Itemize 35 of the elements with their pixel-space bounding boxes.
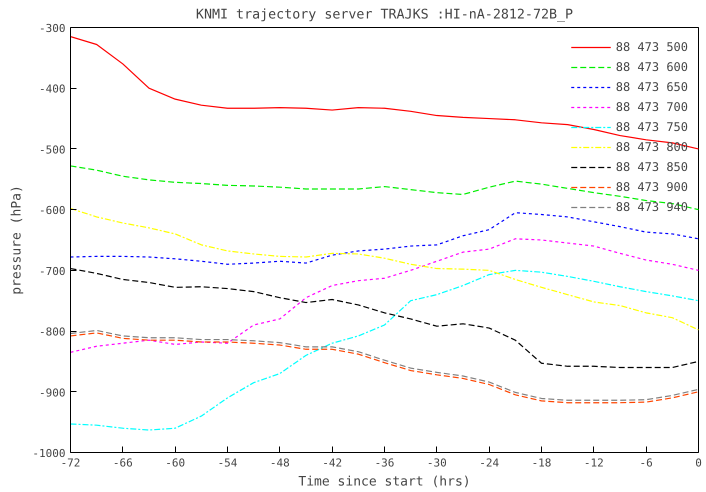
- x-tick-label: -30: [426, 456, 447, 470]
- y-axis-title: pressure (hPa): [9, 185, 24, 295]
- legend-label: 88 473 750: [616, 120, 688, 134]
- line-series: [70, 270, 698, 431]
- x-axis-title: Time since start (hrs): [298, 474, 471, 490]
- line-series: [70, 238, 698, 353]
- legend-label: 88 473 650: [616, 80, 688, 94]
- line-series: [70, 36, 698, 150]
- line-series: [70, 212, 698, 265]
- y-tick-label: -300: [39, 22, 66, 35]
- y-tick-label: -800: [39, 326, 66, 339]
- x-tick-label: -6: [640, 456, 653, 470]
- legend-label: 88 473 850: [616, 160, 688, 174]
- x-tick-label: -54: [218, 456, 238, 470]
- legend-label: 88 473 800: [616, 140, 688, 154]
- legend-label: 88 473 900: [616, 180, 688, 194]
- y-tick-label: -500: [39, 143, 66, 156]
- x-tick-label: -66: [112, 456, 133, 470]
- x-tick-label: -18: [532, 456, 552, 470]
- x-tick-label: -48: [270, 456, 290, 470]
- x-tick-label: 0: [695, 456, 702, 470]
- chart-title: KNMI trajectory server TRAJKS :HI-nA-2812-72B_P: [196, 8, 574, 22]
- x-tick-label: -42: [322, 456, 342, 470]
- y-tick-label: -600: [39, 204, 66, 218]
- y-tick-label: -400: [39, 82, 66, 96]
- x-tick-label: -60: [165, 456, 186, 470]
- legend-label: 88 473 600: [616, 60, 688, 74]
- x-tick-label: -36: [374, 456, 394, 470]
- legend-label: 88 473 700: [616, 100, 688, 114]
- x-tick-label: -12: [584, 456, 604, 470]
- y-tick-label: -900: [39, 386, 66, 400]
- x-tick-label: -24: [479, 456, 500, 470]
- legend-label: 88 473 940: [616, 200, 688, 214]
- legend-label: 88 473 500: [616, 40, 688, 54]
- y-tick-label: -700: [39, 264, 66, 278]
